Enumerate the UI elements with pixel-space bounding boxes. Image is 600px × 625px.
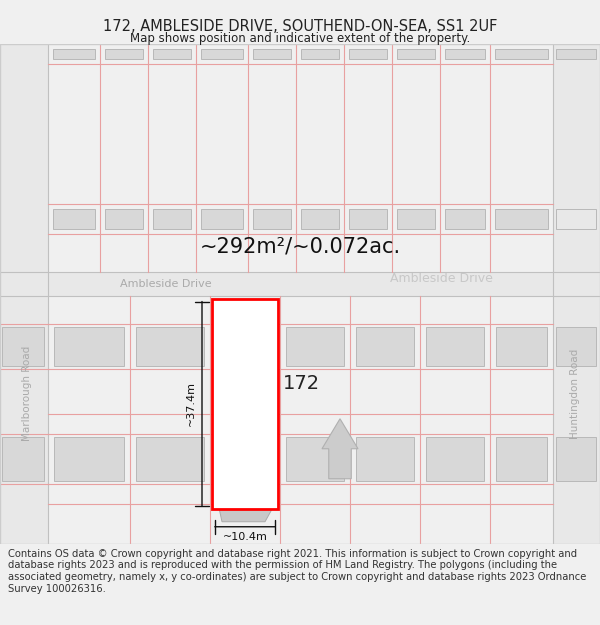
Bar	[445, 209, 485, 229]
Bar	[136, 437, 204, 481]
Bar	[349, 49, 387, 59]
Bar	[495, 49, 548, 59]
Bar	[286, 437, 344, 481]
Bar	[556, 327, 596, 366]
Text: ~37.4m: ~37.4m	[186, 381, 196, 426]
Text: 172, AMBLESIDE DRIVE, SOUTHEND-ON-SEA, SS1 2UF: 172, AMBLESIDE DRIVE, SOUTHEND-ON-SEA, S…	[103, 19, 497, 34]
Bar	[54, 327, 124, 366]
Bar	[397, 49, 435, 59]
Bar	[2, 327, 44, 366]
Polygon shape	[217, 499, 275, 522]
Bar	[445, 49, 485, 59]
Text: ~292m²/~0.072ac.: ~292m²/~0.072ac.	[199, 237, 401, 257]
Bar	[0, 272, 600, 296]
Bar	[253, 209, 291, 229]
Bar	[556, 49, 596, 59]
Bar	[201, 49, 243, 59]
Bar	[53, 209, 95, 229]
Bar	[397, 209, 435, 229]
Bar	[495, 209, 548, 229]
Text: 172: 172	[283, 374, 320, 393]
Bar	[105, 49, 143, 59]
Text: Contains OS data © Crown copyright and database right 2021. This information is : Contains OS data © Crown copyright and d…	[8, 549, 586, 594]
Bar	[105, 209, 143, 229]
Bar	[496, 437, 547, 481]
Bar	[212, 299, 278, 509]
Bar	[349, 209, 387, 229]
Text: Marlborough Road: Marlborough Road	[22, 346, 32, 441]
Bar	[301, 209, 339, 229]
Bar	[153, 209, 191, 229]
Text: Ambleside Drive: Ambleside Drive	[390, 272, 493, 285]
Bar	[54, 437, 124, 481]
Bar	[356, 327, 414, 366]
Bar	[286, 327, 344, 366]
Bar	[553, 44, 600, 544]
Bar	[556, 437, 596, 481]
Bar	[356, 437, 414, 481]
Text: ~10.4m: ~10.4m	[223, 532, 268, 542]
Bar	[201, 209, 243, 229]
Polygon shape	[322, 419, 358, 479]
Bar	[153, 49, 191, 59]
Bar	[301, 49, 339, 59]
Bar	[253, 49, 291, 59]
Bar	[2, 437, 44, 481]
Bar	[496, 327, 547, 366]
Bar	[426, 327, 484, 366]
Bar	[426, 437, 484, 481]
Bar	[0, 44, 48, 544]
Text: Map shows position and indicative extent of the property.: Map shows position and indicative extent…	[130, 32, 470, 45]
Text: Huntingdon Road: Huntingdon Road	[570, 349, 580, 439]
Bar	[53, 49, 95, 59]
Bar	[216, 437, 274, 481]
Bar	[556, 209, 596, 229]
Bar	[216, 327, 274, 366]
Bar	[136, 327, 204, 366]
Text: Ambleside Drive: Ambleside Drive	[120, 279, 212, 289]
